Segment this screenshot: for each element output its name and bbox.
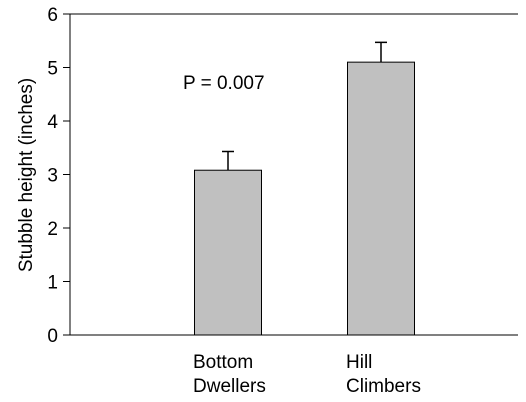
bar	[347, 61, 415, 336]
y-tick-label: 4	[47, 112, 58, 133]
axes	[63, 13, 518, 336]
y-axis-title: Stubble height (inches)	[16, 78, 37, 272]
y-tick-label: 6	[47, 5, 58, 26]
y-tick-label: 2	[47, 219, 58, 240]
x-category-label: Bottom	[193, 352, 253, 373]
bar	[194, 169, 262, 336]
y-tick-label: 1	[47, 273, 58, 294]
x-category-label: Climbers	[346, 376, 421, 397]
y-tick-label: 5	[47, 59, 58, 80]
x-category-label: Dwellers	[193, 376, 266, 397]
x-category-label: Hill	[346, 352, 372, 373]
p-value-annotation: P = 0.007	[183, 73, 265, 94]
y-tick-label: 0	[47, 326, 58, 347]
error-bars	[222, 41, 387, 171]
labels: 0 1 2 3 4 5 6 Bottom Dwellers Hill Climbers	[47, 5, 421, 397]
bars	[194, 61, 415, 336]
y-tick-label: 3	[47, 166, 58, 187]
